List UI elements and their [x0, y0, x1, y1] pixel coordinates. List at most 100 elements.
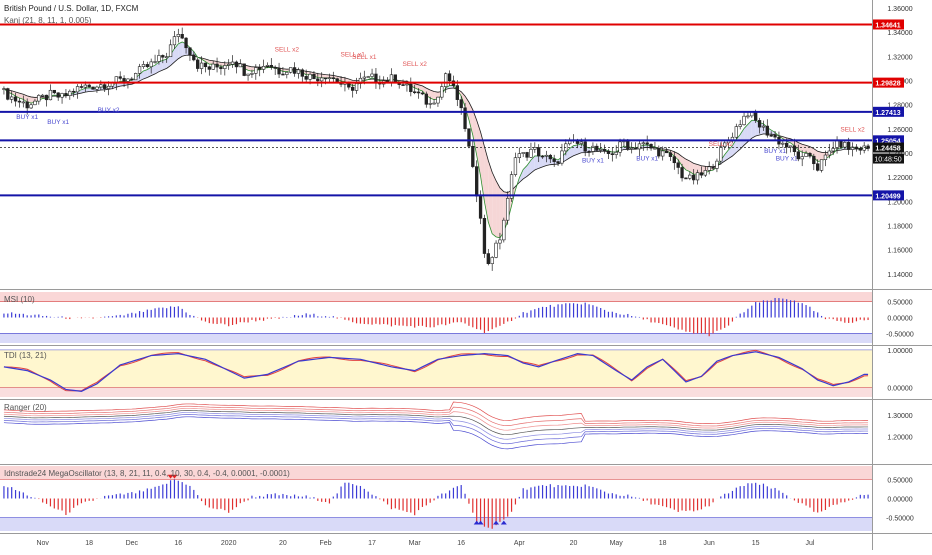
candle-body[interactable] — [681, 167, 684, 177]
candle-body[interactable] — [138, 67, 141, 74]
candle-body[interactable] — [96, 87, 99, 89]
candle-body[interactable] — [200, 63, 203, 69]
candle-body[interactable] — [231, 62, 234, 64]
candle-body[interactable] — [502, 220, 505, 240]
candle-body[interactable] — [22, 102, 25, 103]
candle-body[interactable] — [630, 148, 633, 149]
candle-body[interactable] — [227, 64, 230, 65]
candle-body[interactable] — [169, 45, 172, 57]
candle-body[interactable] — [192, 55, 195, 60]
candle-body[interactable] — [665, 151, 668, 153]
candle-body[interactable] — [638, 144, 641, 149]
candle-body[interactable] — [328, 78, 331, 79]
candle-body[interactable] — [774, 135, 777, 137]
candle-body[interactable] — [847, 142, 850, 149]
candle-body[interactable] — [223, 65, 226, 68]
candle-body[interactable] — [785, 143, 788, 147]
candle-body[interactable] — [588, 151, 591, 152]
candle-body[interactable] — [433, 103, 436, 104]
candle-body[interactable] — [530, 149, 533, 157]
candle-body[interactable] — [293, 68, 296, 74]
candle-body[interactable] — [809, 153, 812, 156]
candle-body[interactable] — [634, 148, 637, 149]
candle-body[interactable] — [801, 157, 804, 159]
candle-body[interactable] — [371, 74, 374, 77]
candle-body[interactable] — [367, 77, 370, 78]
candle-body[interactable] — [696, 173, 699, 180]
candle-body[interactable] — [425, 94, 428, 104]
candle-body[interactable] — [499, 240, 502, 243]
candle-body[interactable] — [843, 142, 846, 147]
candle-body[interactable] — [49, 90, 52, 100]
candle-body[interactable] — [34, 101, 37, 105]
candle-body[interactable] — [518, 154, 521, 158]
candle-body[interactable] — [561, 151, 564, 163]
candle-body[interactable] — [526, 152, 529, 157]
candle-body[interactable] — [107, 86, 110, 88]
candle-body[interactable] — [53, 90, 56, 93]
candle-body[interactable] — [820, 160, 823, 171]
signal-label[interactable]: BUY x1 — [764, 148, 786, 155]
candle-body[interactable] — [685, 178, 688, 179]
candle-body[interactable] — [475, 167, 478, 197]
candle-body[interactable] — [824, 155, 827, 160]
candle-body[interactable] — [479, 196, 482, 218]
candle-body[interactable] — [541, 156, 544, 157]
candle-body[interactable] — [417, 92, 420, 93]
candle-body[interactable] — [735, 127, 738, 138]
candle-body[interactable] — [812, 156, 815, 164]
candle-body[interactable] — [103, 85, 106, 89]
candle-body[interactable] — [181, 34, 184, 38]
candle-body[interactable] — [92, 87, 95, 89]
candle-body[interactable] — [599, 149, 602, 150]
candle-body[interactable] — [816, 164, 819, 171]
signal-label[interactable]: SELL x2 — [275, 47, 300, 54]
candle-body[interactable] — [406, 84, 409, 85]
signal-label[interactable]: SELL x2 — [709, 141, 734, 148]
candle-body[interactable] — [185, 38, 188, 48]
candle-body[interactable] — [208, 67, 211, 70]
candle-body[interactable] — [754, 112, 757, 120]
candle-body[interactable] — [402, 85, 405, 86]
candle-body[interactable] — [282, 74, 285, 75]
candle-body[interactable] — [130, 79, 133, 80]
candle-body[interactable] — [61, 93, 64, 97]
candle-body[interactable] — [522, 152, 525, 153]
signal-label[interactable]: SELL x2 — [403, 61, 428, 68]
candle-body[interactable] — [719, 147, 722, 161]
candle-body[interactable] — [45, 95, 48, 100]
candle-body[interactable] — [712, 167, 715, 169]
candle-body[interactable] — [316, 79, 319, 81]
candle-body[interactable] — [487, 254, 490, 264]
candle-body[interactable] — [603, 149, 606, 151]
signal-label[interactable]: BUY x1 — [16, 114, 38, 121]
candle-body[interactable] — [739, 125, 742, 127]
candle-body[interactable] — [262, 66, 265, 69]
candle-body[interactable] — [549, 155, 552, 159]
candle-body[interactable] — [6, 89, 9, 100]
candle-body[interactable] — [514, 158, 517, 175]
candle-body[interactable] — [828, 151, 831, 155]
candle-body[interactable] — [394, 75, 397, 82]
candle-body[interactable] — [863, 146, 866, 150]
candle-body[interactable] — [266, 65, 269, 66]
candle-body[interactable] — [743, 116, 746, 125]
candle-body[interactable] — [336, 79, 339, 82]
candle-body[interactable] — [204, 63, 207, 67]
candle-body[interactable] — [65, 93, 68, 95]
candle-body[interactable] — [506, 198, 509, 220]
signal-label[interactable]: BUY x2 — [98, 107, 120, 114]
candle-body[interactable] — [161, 55, 164, 57]
candle-body[interactable] — [471, 146, 474, 166]
candle-body[interactable] — [274, 67, 277, 68]
candle-body[interactable] — [26, 102, 29, 108]
candle-body[interactable] — [84, 85, 87, 87]
candle-body[interactable] — [673, 157, 676, 163]
candle-body[interactable] — [460, 100, 463, 108]
candle-body[interactable] — [309, 74, 312, 79]
candle-body[interactable] — [704, 170, 707, 175]
candle-body[interactable] — [285, 72, 288, 74]
candle-body[interactable] — [437, 97, 440, 103]
candle-body[interactable] — [10, 97, 13, 99]
candle-body[interactable] — [615, 152, 618, 154]
